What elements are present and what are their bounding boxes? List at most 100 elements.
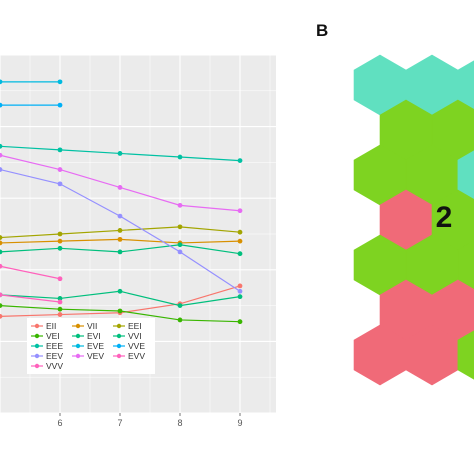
legend-label: VII <box>87 321 97 331</box>
legend-entry-vvi: VVI <box>113 331 142 341</box>
legend-key-point <box>75 323 81 329</box>
data-point-vvi <box>117 249 123 255</box>
series-eve <box>0 79 63 85</box>
x-tick-label: 9 <box>237 418 242 428</box>
data-point-vii <box>57 238 63 244</box>
data-point-vvv <box>57 299 63 305</box>
hex-map <box>353 54 474 386</box>
legend-entry-evv: EVV <box>113 351 145 361</box>
data-point-evv <box>57 276 63 282</box>
series-vve <box>0 102 63 108</box>
hex-cell-green <box>457 240 474 290</box>
data-point-vei <box>57 306 63 312</box>
data-point-eee <box>117 151 123 156</box>
data-point-eei <box>237 229 243 235</box>
legend-label: EVE <box>87 341 104 351</box>
legend: EII VII EEI VEI EVI VVI EEE EVE VVE EEV VEV EVV VVV <box>27 318 155 374</box>
legend-entry-eee: EEE <box>31 341 63 351</box>
legend-key-point <box>75 353 81 359</box>
data-point-vei <box>117 308 123 314</box>
legend-entry-vev: VEV <box>72 351 104 361</box>
legend-entries: EII VII EEI VEI EVI VVI EEE EVE VVE EEV VEV EVV VVV <box>31 321 145 371</box>
cluster-label: 2 <box>436 201 453 234</box>
line-chart-panel: 6 7 8 9 EII VII EEI VEI EVI VVI EEE EVE VVE EEV VEV EV… <box>0 54 276 428</box>
series-line-evv <box>0 265 61 280</box>
x-tick-label: 6 <box>57 418 62 428</box>
legend-label: EEE <box>46 341 63 351</box>
legend-key-point <box>116 323 122 329</box>
series-vev <box>0 152 243 214</box>
legend-box <box>27 318 155 374</box>
series-vii <box>0 236 243 246</box>
data-point-eii <box>0 313 3 319</box>
legend-label: EEI <box>128 321 142 331</box>
data-point-vei <box>237 319 243 325</box>
series-vvi <box>0 242 243 257</box>
hex-cell-teal <box>457 150 474 200</box>
data-point-evi <box>237 294 243 300</box>
data-point-eev <box>117 213 123 219</box>
data-point-eee <box>57 147 63 153</box>
data-point-eii <box>57 312 63 317</box>
data-point-vvi <box>237 251 243 257</box>
data-point-vvi <box>0 249 3 255</box>
data-point-eev <box>177 249 183 255</box>
panel-b-label: B <box>316 21 328 40</box>
legend-key-point <box>116 333 122 339</box>
data-point-vev <box>0 152 3 158</box>
data-point-eev <box>237 288 243 294</box>
legend-key-point <box>34 363 40 369</box>
series-eev <box>0 167 243 294</box>
data-point-eee <box>237 158 243 164</box>
series-evv <box>0 263 63 282</box>
data-point-vev <box>237 208 243 214</box>
legend-key-point <box>34 323 40 329</box>
data-point-vvi <box>177 242 183 248</box>
legend-key-point <box>75 343 81 349</box>
data-point-vve <box>0 102 3 108</box>
legend-entry-evi: EVI <box>72 331 101 341</box>
series-evi <box>0 288 243 308</box>
data-point-eii <box>237 283 243 289</box>
legend-label: EVI <box>87 331 101 341</box>
data-point-eve <box>0 79 3 85</box>
data-point-evi <box>177 303 183 308</box>
legend-entry-eei: EEI <box>113 321 142 331</box>
series-line-vvv <box>0 294 61 303</box>
legend-entry-eii: EII <box>31 321 56 331</box>
series-lines <box>0 79 243 325</box>
legend-entry-vve: VVE <box>113 341 145 351</box>
data-point-vev <box>57 167 63 172</box>
data-point-evv <box>0 263 3 269</box>
data-point-vev <box>177 202 183 208</box>
legend-label: VEI <box>46 331 60 341</box>
data-point-vvi <box>57 245 63 251</box>
data-point-vii <box>237 238 243 244</box>
legend-key-point <box>116 343 122 349</box>
legend-entry-vei: VEI <box>31 331 60 341</box>
hex-cell-green <box>457 330 474 380</box>
data-point-vev <box>117 185 123 190</box>
data-point-vve <box>57 102 63 108</box>
legend-key-point <box>75 333 81 339</box>
legend-entry-eve: EVE <box>72 341 104 351</box>
legend-label: VVE <box>128 341 145 351</box>
legend-label: VVI <box>128 331 142 341</box>
x-tick-label: 7 <box>117 418 122 428</box>
legend-entry-eev: EEV <box>31 351 63 361</box>
legend-key-point <box>34 343 40 349</box>
data-point-eee <box>177 154 183 160</box>
data-point-vii <box>117 236 123 242</box>
legend-label: VEV <box>87 351 104 361</box>
data-point-vei <box>0 303 3 308</box>
legend-label: EVV <box>128 351 145 361</box>
x-axis-ticks: 6 7 8 9 <box>57 413 243 428</box>
legend-label: EII <box>46 321 56 331</box>
data-point-eei <box>177 224 183 230</box>
legend-entry-vii: VII <box>72 321 97 331</box>
legend-label: VVV <box>46 361 63 371</box>
hex-cell-teal <box>457 60 474 110</box>
x-tick-label: 8 <box>177 418 182 428</box>
data-point-vei <box>177 317 183 323</box>
